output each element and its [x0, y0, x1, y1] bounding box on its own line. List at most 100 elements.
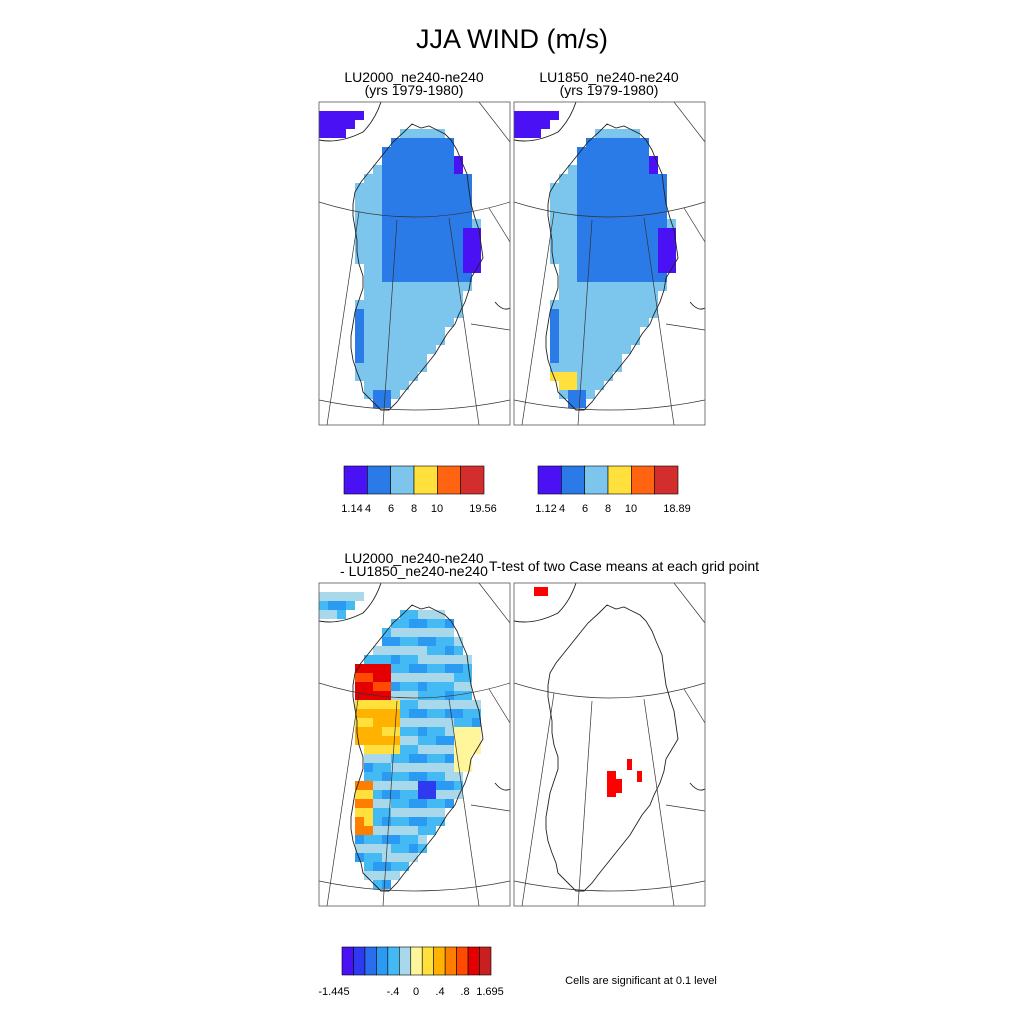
grid-cell: [586, 282, 595, 291]
panel-difference-map: [319, 583, 510, 906]
grid-cell: [373, 673, 382, 682]
grid-cell: [649, 165, 658, 174]
grid-cell: [631, 282, 640, 291]
grid-cell: [391, 736, 400, 745]
grid-cell: [622, 129, 631, 138]
grid-cell: [595, 363, 604, 372]
grid-cell: [400, 282, 409, 291]
grid-cell: [364, 201, 373, 210]
grid-cell: [577, 255, 586, 264]
grid-cell: [418, 282, 427, 291]
grid-cell: [445, 192, 454, 201]
grid-cell: [319, 601, 328, 610]
grid-cell: [472, 736, 481, 745]
grid-cell: [355, 799, 364, 808]
grid-cell: [454, 745, 463, 754]
grid-cell: [463, 700, 472, 709]
grid-cell: [400, 808, 409, 817]
grid-cell: [400, 817, 409, 826]
grid-cell: [649, 282, 658, 291]
colorbar-tick-label: 8: [411, 503, 417, 515]
grid-cell: [364, 808, 373, 817]
grid-cell: [454, 664, 463, 673]
grid-cell: [436, 192, 445, 201]
grid-cell: [409, 781, 418, 790]
grid-cell: [577, 147, 586, 156]
grid-cell: [604, 228, 613, 237]
grid-cell: [409, 763, 418, 772]
grid-cell: [559, 345, 568, 354]
grid-cell: [391, 282, 400, 291]
grid-cell: [418, 691, 427, 700]
panel-ttest-map: [514, 583, 705, 906]
grid-cell: [364, 372, 373, 381]
grid-cell: [454, 246, 463, 255]
grid-cell: [649, 237, 658, 246]
grid-cell: [463, 709, 472, 718]
grid-cell: [364, 736, 373, 745]
grid-cell: [631, 165, 640, 174]
grid-cell: [400, 682, 409, 691]
grid-cell: [373, 219, 382, 228]
colorbar-tick-label: 1.12: [535, 503, 556, 515]
grid-cell: [568, 228, 577, 237]
grid-cell: [577, 264, 586, 273]
grid-cell: [658, 210, 667, 219]
grid-cell: [409, 174, 418, 183]
grid-cell: [541, 111, 550, 120]
grid-cell: [427, 709, 436, 718]
grid-cell: [427, 165, 436, 174]
grid-cell: [577, 192, 586, 201]
grid-cell: [427, 174, 436, 183]
grid-cell: [445, 691, 454, 700]
grid-cell: [568, 327, 577, 336]
grid-cell: [400, 736, 409, 745]
grid-cell: [631, 210, 640, 219]
colorbar-difference: -1.445 -.4 0 .4 .8 1.695: [318, 946, 504, 998]
grid-cell: [586, 273, 595, 282]
grid-cell: [391, 354, 400, 363]
grid-cell: [382, 700, 391, 709]
grid-cell: [463, 201, 472, 210]
grid-cell: [400, 727, 409, 736]
grid-cell: [427, 318, 436, 327]
grid-cell: [595, 372, 604, 381]
grid-cell: [613, 264, 622, 273]
grid-cell: [649, 174, 658, 183]
grid-cell: [640, 273, 649, 282]
grid-cell: [640, 156, 649, 165]
grid-cell: [391, 201, 400, 210]
grid-cell: [400, 291, 409, 300]
grid-cell: [427, 237, 436, 246]
grid-cell: [373, 655, 382, 664]
grid-cell: [391, 673, 400, 682]
grid-cell: [391, 619, 400, 628]
grid-cell: [355, 372, 364, 381]
grid-cell: [454, 790, 463, 799]
grid-cell: [427, 664, 436, 673]
grid-cell: [418, 745, 427, 754]
panel-1-title-line2: (yrs 1979-1980): [365, 82, 464, 98]
grid-cell: [364, 871, 373, 880]
grid-cell: [427, 682, 436, 691]
map-gridline: [382, 700, 398, 906]
grid-cell: [454, 282, 463, 291]
grid-cell: [400, 835, 409, 844]
grid-cell: [445, 228, 454, 237]
grid-cell: [472, 709, 481, 718]
ellesmere-coastline: [319, 102, 382, 142]
grid-cell: [436, 610, 445, 619]
grid-cell: [400, 853, 409, 862]
grid-cell: [622, 300, 631, 309]
grid-cell: [568, 291, 577, 300]
grid-cell: [454, 273, 463, 282]
grid-cell: [586, 138, 595, 147]
grid-cell: [418, 327, 427, 336]
grid-cell: [373, 381, 382, 390]
grid-cell: [445, 201, 454, 210]
grid-cell: [364, 781, 373, 790]
grid-cell: [409, 282, 418, 291]
grid-cell: [658, 264, 667, 273]
grid-cell: [382, 273, 391, 282]
